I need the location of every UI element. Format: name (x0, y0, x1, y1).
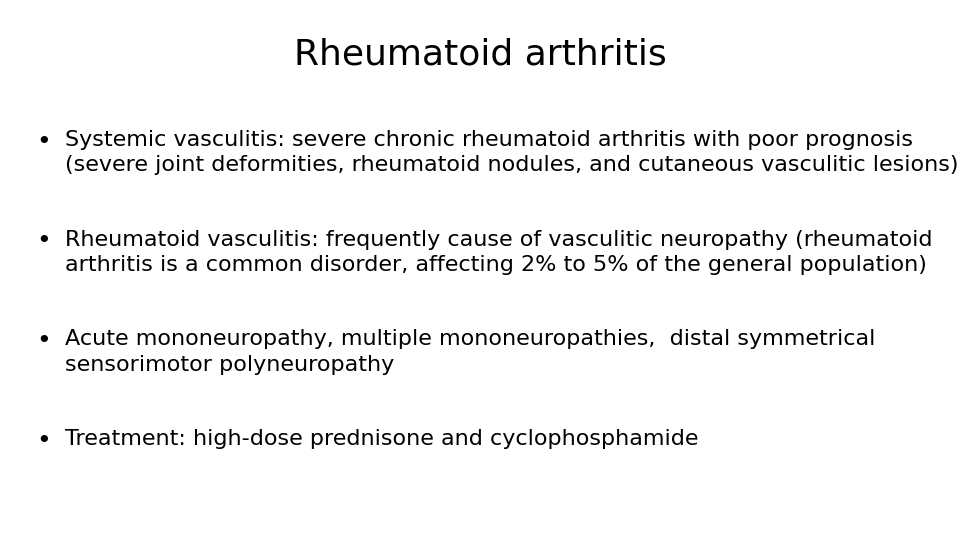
Text: Acute mononeuropathy, multiple mononeuropathies,  distal symmetrical
sensorimoto: Acute mononeuropathy, multiple mononeuro… (65, 329, 876, 375)
Text: Rheumatoid vasculitis: frequently cause of vasculitic neuropathy (rheumatoid
art: Rheumatoid vasculitis: frequently cause … (65, 230, 933, 275)
Text: •: • (36, 130, 51, 153)
Text: Systemic vasculitis: severe chronic rheumatoid arthritis with poor prognosis
(se: Systemic vasculitis: severe chronic rheu… (65, 130, 959, 175)
Text: •: • (36, 329, 51, 353)
Text: Rheumatoid arthritis: Rheumatoid arthritis (294, 38, 666, 72)
Text: •: • (36, 230, 51, 253)
Text: Treatment: high-dose prednisone and cyclophosphamide: Treatment: high-dose prednisone and cycl… (65, 429, 699, 449)
Text: •: • (36, 429, 51, 453)
